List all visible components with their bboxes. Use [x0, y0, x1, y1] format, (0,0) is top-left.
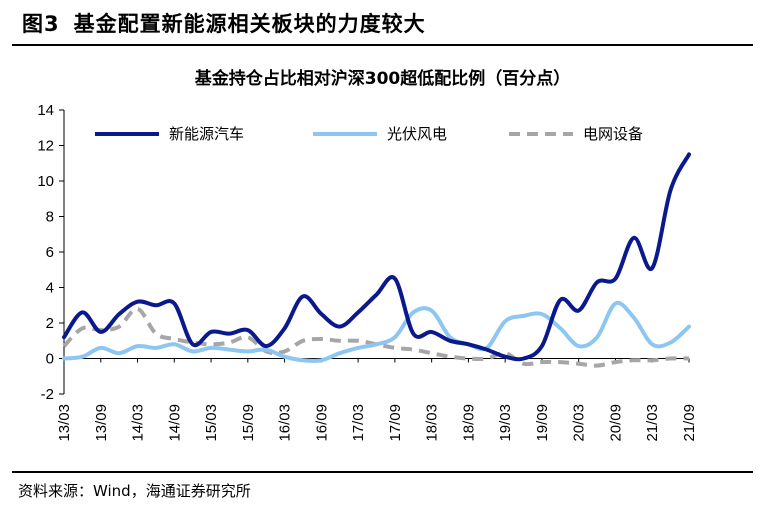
x-tick-label: 20/03 — [571, 404, 588, 442]
x-tick-label: 14/03 — [130, 404, 147, 442]
chart-axes: -2 0 2 4 6 8 10 12 14 13/03 13/09 14/03 14/09 15/03 15… — [37, 102, 698, 442]
source-note: 资料来源：Wind，海通证券研究所 — [18, 482, 251, 500]
series-line-2 — [62, 300, 691, 363]
chart-title: 基金持仓占比相对沪深300超低配比例（百分点） — [194, 69, 571, 89]
chart-legend: 新能源汽车 光伏风电 电网设备 — [95, 125, 643, 143]
y-tick-label: 6 — [46, 244, 54, 261]
x-tick-label: 18/09 — [460, 404, 477, 442]
x-tick-label: 17/09 — [387, 404, 404, 442]
legend-label-3: 电网设备 — [583, 125, 643, 143]
chart-series — [62, 152, 691, 368]
y-tick-label: 2 — [46, 315, 54, 332]
x-tick-label: 15/09 — [240, 404, 257, 442]
y-tick-label: 10 — [37, 173, 54, 190]
legend-label-1: 新能源汽车 — [169, 125, 244, 143]
x-tick-label: 21/03 — [644, 404, 661, 442]
y-tick-label: -2 — [41, 386, 54, 403]
x-tick-label: 18/03 — [424, 404, 441, 442]
x-tick-label: 14/09 — [166, 404, 183, 442]
x-tick-label: 16/03 — [277, 404, 294, 442]
x-tick-label: 17/03 — [350, 404, 367, 442]
y-tick-label: 8 — [46, 209, 54, 226]
x-tick-label: 21/09 — [681, 404, 698, 442]
figure-title: 图3 基金配置新能源相关板块的力度较大 — [22, 8, 426, 38]
y-tick-label: 12 — [37, 138, 54, 155]
top-rule — [12, 44, 753, 46]
bottom-rule — [12, 471, 753, 473]
figure-title-text: 基金配置新能源相关板块的力度较大 — [73, 12, 426, 36]
series-line-1 — [62, 152, 691, 362]
x-tick-label: 19/09 — [534, 404, 551, 442]
x-tick-label: 13/09 — [93, 404, 110, 442]
x-tick-label: 20/09 — [607, 404, 624, 442]
x-tick-label: 13/03 — [56, 404, 73, 442]
legend-label-2: 光伏风电 — [387, 125, 447, 143]
x-tick-label: 16/09 — [313, 404, 330, 442]
y-tick-label: 4 — [46, 280, 54, 297]
figure-number: 图3 — [22, 12, 60, 36]
y-tick-label: 0 — [46, 351, 54, 368]
x-tick-label: 15/03 — [203, 404, 220, 442]
y-tick-label: 14 — [37, 102, 54, 119]
x-tick-label: 19/03 — [497, 404, 514, 442]
